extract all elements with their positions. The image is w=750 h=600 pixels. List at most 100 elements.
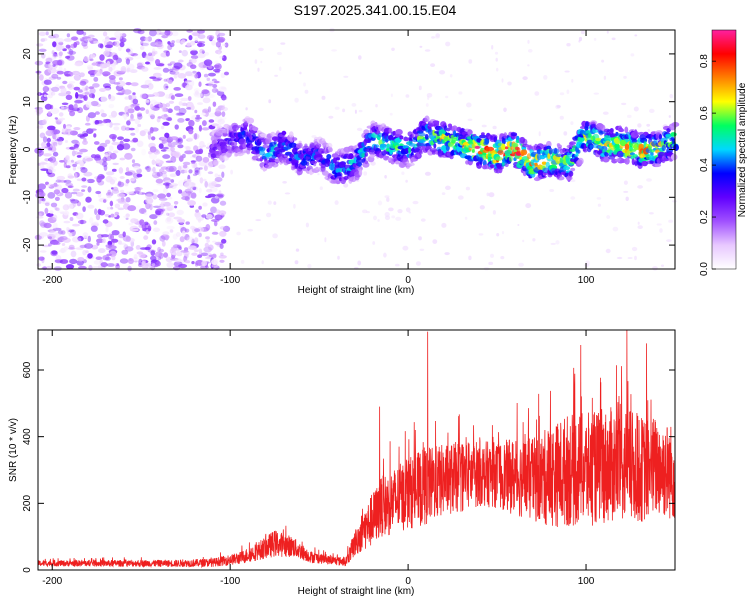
spectrogram-cell <box>49 156 57 163</box>
spectrogram-cell <box>52 133 57 140</box>
spectrogram-cell <box>63 38 73 42</box>
spectrogram-cell <box>55 134 60 140</box>
spectrogram-cell <box>192 133 200 140</box>
spectrogram-cell <box>51 141 55 148</box>
spectrogram-cell <box>203 59 213 66</box>
spectrogram-cell <box>218 190 222 195</box>
spectrogram-cell <box>55 38 65 43</box>
spectrogram-cell <box>550 242 556 245</box>
spectrogram-cell <box>176 232 181 237</box>
spectrogram-cell <box>163 78 168 82</box>
spectrogram-cell <box>68 81 76 84</box>
spectrogram-cell <box>83 56 89 62</box>
spectrogram-cell <box>114 40 120 47</box>
spectrogram-cell <box>207 171 214 175</box>
spectrogram-cell <box>212 101 217 107</box>
spectrogram-cell <box>112 150 119 154</box>
spectrogram-cell <box>424 171 431 176</box>
spectrogram-cell <box>95 213 101 221</box>
spectrogram-cell <box>445 41 451 47</box>
spectrogram-cell <box>289 131 294 138</box>
spectrogram-cell <box>151 51 156 57</box>
spectrogram-cell <box>670 132 677 137</box>
colorbar: 0.0 0.2 0.4 0.6 0.8 Normalized spectral ampl… <box>699 29 748 276</box>
spectrogram-cell <box>50 146 57 152</box>
spectrogram-cell <box>170 146 175 152</box>
spectrogram-cell <box>80 219 84 225</box>
spectrogram-cell <box>176 112 186 116</box>
spectrogram-cell <box>468 255 472 261</box>
spectrogram-cell <box>488 192 495 198</box>
spectrogram-cell <box>198 232 202 238</box>
spectrogram-y-tick-label: 10 <box>22 96 33 108</box>
spectrogram-cell <box>180 250 189 253</box>
spectrogram-cell <box>109 145 114 152</box>
spectrogram-cell <box>65 44 71 49</box>
spectrogram-cell <box>328 147 333 153</box>
spectrogram-cell <box>479 205 485 210</box>
spectrogram-cell <box>73 127 81 131</box>
spectrogram-cell <box>181 49 188 57</box>
spectrogram-cell <box>600 130 606 135</box>
spectrogram-y-tick-label: 20 <box>22 48 33 60</box>
spectrogram-cell <box>77 151 83 155</box>
spectrogram-cell <box>163 182 172 186</box>
spectrogram-cell <box>246 131 251 137</box>
spectrogram-cell <box>185 84 193 91</box>
spectrogram-cell <box>143 235 149 240</box>
spectrogram-cell <box>97 145 105 152</box>
spectrogram-cell <box>162 154 171 159</box>
spectrogram-cell <box>52 60 61 66</box>
spectrogram-cell <box>618 128 625 133</box>
spectrogram-x-ticks: -200 -100 0 100 <box>42 30 595 286</box>
spectrogram-cell <box>171 70 180 76</box>
spectrogram-cell <box>173 74 178 79</box>
spectrogram-cell <box>105 171 115 176</box>
spectrogram-cell <box>354 109 357 114</box>
spectrogram-cell <box>603 75 607 80</box>
snr-x-tick-label: -100 <box>220 576 240 587</box>
spectrogram-cell <box>130 53 139 57</box>
spectrogram-cell <box>81 86 86 92</box>
spectrogram-cell <box>564 70 570 73</box>
spectrogram-cell <box>108 95 116 102</box>
spectrogram-cell <box>174 124 179 130</box>
spectrogram-cell <box>395 263 400 267</box>
spectrogram-cell <box>207 244 214 251</box>
spectrogram-x-axis-label: Height of straight line (km) <box>298 285 415 296</box>
spectrogram-cell <box>543 75 548 80</box>
spectrogram-cell <box>491 45 494 50</box>
spectrogram-cell <box>125 82 132 86</box>
spectrogram-cell <box>102 255 110 261</box>
spectrogram-cell <box>95 120 103 124</box>
spectrogram-cell <box>106 194 112 199</box>
spectrogram-cell <box>474 151 478 154</box>
spectrogram-cell <box>121 249 129 255</box>
snr-x-ticks: -200 -100 0 100 <box>42 330 595 587</box>
spectrogram-cell <box>262 144 269 149</box>
spectrogram-cell <box>52 33 60 39</box>
spectrogram-cell <box>190 64 197 69</box>
spectrogram-cell <box>90 225 98 232</box>
spectrogram-cell <box>589 144 593 150</box>
spectrogram-cell <box>193 88 200 93</box>
spectrogram-cell <box>117 136 124 140</box>
spectrogram-cell <box>207 106 212 113</box>
spectrogram-cell <box>177 144 184 149</box>
spectrogram-cell <box>100 95 108 103</box>
spectrogram-cell <box>43 222 52 229</box>
spectrogram-cell <box>133 190 140 194</box>
spectrogram-cell <box>201 214 207 218</box>
snr-y-tick-label: 600 <box>22 361 33 378</box>
spectrogram-cell <box>213 64 220 69</box>
spectrogram-cell <box>213 68 221 73</box>
spectrogram-cell <box>606 30 609 34</box>
spectrogram-cell <box>141 148 147 156</box>
snr-y-tick-label: 0 <box>22 567 33 573</box>
spectrogram-cell <box>210 206 217 214</box>
spectrogram-cell <box>84 243 94 249</box>
spectrogram-cell <box>54 241 61 245</box>
spectrogram-cell <box>63 210 70 216</box>
spectrogram-cell <box>102 71 111 76</box>
spectrogram-cell <box>160 136 167 140</box>
